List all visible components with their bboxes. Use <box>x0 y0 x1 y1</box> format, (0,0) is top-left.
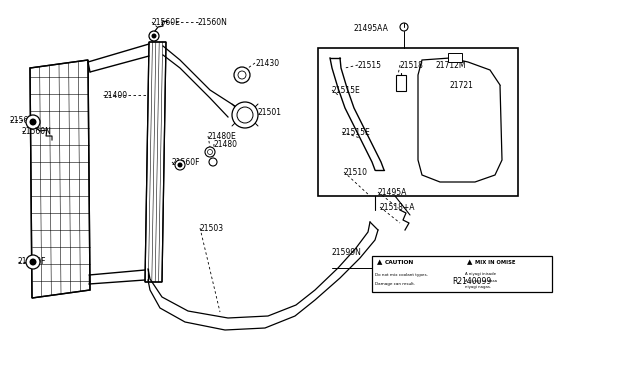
Text: 21518: 21518 <box>400 61 424 70</box>
Text: 21599N: 21599N <box>332 247 362 257</box>
Polygon shape <box>418 58 502 182</box>
Text: 21400: 21400 <box>103 90 127 99</box>
Circle shape <box>26 115 40 129</box>
Text: 21712M: 21712M <box>436 61 467 70</box>
Text: 21560E: 21560E <box>10 115 39 125</box>
Text: 21560F: 21560F <box>172 157 200 167</box>
Text: 21430: 21430 <box>255 58 279 67</box>
Text: CAUTION: CAUTION <box>385 260 414 264</box>
Text: R2140099: R2140099 <box>452 278 492 286</box>
Text: 21515E: 21515E <box>332 86 361 94</box>
Text: 21495AA: 21495AA <box>354 23 389 32</box>
Text: 21480: 21480 <box>214 140 238 148</box>
Circle shape <box>175 160 185 170</box>
Circle shape <box>209 158 217 166</box>
Bar <box>372 256 552 292</box>
Text: niyagi nagas.: niyagi nagas. <box>465 285 491 289</box>
Text: 21560E: 21560E <box>152 17 181 26</box>
Circle shape <box>205 147 215 157</box>
Text: 21480E: 21480E <box>208 131 237 141</box>
Circle shape <box>29 119 36 125</box>
Text: 21560N: 21560N <box>198 17 228 26</box>
Text: 21495A: 21495A <box>378 187 408 196</box>
Bar <box>396 75 406 91</box>
Circle shape <box>152 33 157 38</box>
Text: MIX IN OMISE: MIX IN OMISE <box>475 260 515 264</box>
Text: Damage can result.: Damage can result. <box>375 282 415 286</box>
Text: A niyagi inisade: A niyagi inisade <box>465 272 496 276</box>
Text: 21515: 21515 <box>358 61 382 70</box>
Bar <box>318 48 518 196</box>
Circle shape <box>177 163 182 167</box>
Polygon shape <box>30 60 90 298</box>
Text: 21510: 21510 <box>344 167 368 176</box>
Text: 21503: 21503 <box>200 224 224 232</box>
Text: Do not mix coolant types.: Do not mix coolant types. <box>375 273 428 277</box>
Text: ▲: ▲ <box>467 259 473 265</box>
Circle shape <box>234 67 250 83</box>
Text: 21560F: 21560F <box>18 257 47 266</box>
Text: A niyagi ca dasa: A niyagi ca dasa <box>465 279 497 283</box>
Polygon shape <box>145 42 166 282</box>
Text: 21560N: 21560N <box>22 126 52 135</box>
Text: 21518+A: 21518+A <box>380 202 415 212</box>
Circle shape <box>29 259 36 266</box>
Text: 21501: 21501 <box>257 108 281 116</box>
Text: 21721: 21721 <box>450 80 474 90</box>
Circle shape <box>232 102 258 128</box>
Bar <box>448 53 462 62</box>
Text: ▲: ▲ <box>378 259 383 265</box>
Circle shape <box>149 31 159 41</box>
Text: 21515E: 21515E <box>342 128 371 137</box>
Circle shape <box>26 255 40 269</box>
